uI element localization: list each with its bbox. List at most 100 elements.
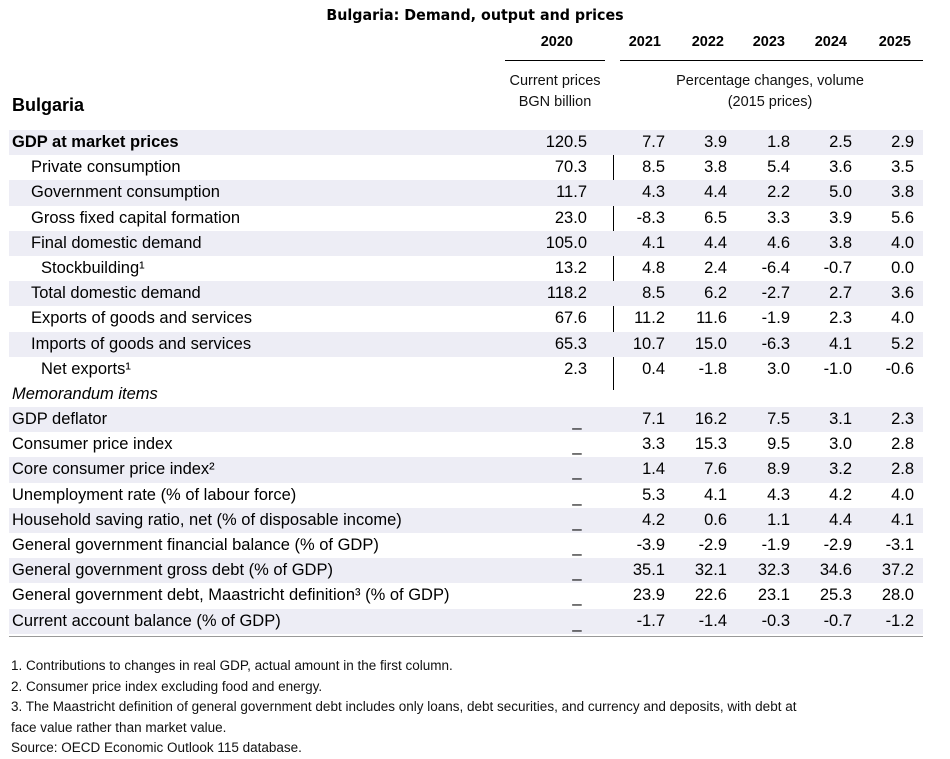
cell-2020: 70.3 — [554, 158, 587, 177]
table-row: Core consumer price index² _ 1.4 7.6 8.9 3.2 2… — [9, 457, 923, 483]
cell-2021: 4.8 — [642, 258, 665, 277]
cell-2021: 4.1 — [642, 233, 665, 252]
table-row: Unemployment rate (% of labour force) _ 5.… — [9, 483, 923, 508]
cell-2021: 8.5 — [642, 158, 665, 177]
cell-2024: 34.6 — [819, 561, 852, 580]
cell-2025: 3.6 — [891, 284, 914, 303]
cell-2023: 4.3 — [767, 485, 790, 504]
year-2021: 2021 — [628, 34, 661, 50]
cell-2024: -0.7 — [823, 611, 852, 630]
header-note-right-line1: Percentage changes, volume — [676, 73, 864, 89]
row-label: Memorandum items — [12, 384, 158, 403]
cell-2021: 8.5 — [642, 284, 665, 303]
cell-2025: 2.9 — [891, 133, 914, 151]
cell-2022: 4.4 — [704, 233, 727, 252]
row-label: GDP deflator — [12, 410, 108, 429]
cell-2023: 23.1 — [757, 586, 790, 605]
cell-2021: 7.7 — [642, 133, 665, 151]
cell-2023: 7.5 — [767, 410, 790, 429]
cell-2025: 4.1 — [891, 510, 914, 529]
header-note-left-line2: BGN billion — [518, 94, 592, 110]
cell-2023: 9.5 — [767, 435, 790, 454]
table-row: Stockbuilding¹ 13.2 4.8 2.4 -6.4 -0.7 0.0 — [9, 256, 923, 281]
cell-2024: 3.8 — [829, 233, 852, 252]
cell-2022: 0.6 — [704, 510, 727, 529]
table-row: Consumer price index _ 3.3 15.3 9.5 3.0 2.8 — [9, 432, 923, 457]
row-label: Unemployment rate (% of labour force) — [12, 485, 297, 504]
table-row: GDP deflator _ 7.1 16.2 7.5 3.1 2.3 — [9, 407, 923, 433]
cell-2023: 4.6 — [767, 233, 790, 252]
table-row: General government gross debt (% of GDP)… — [9, 558, 923, 584]
cell-2025: -3.1 — [885, 536, 914, 554]
row-label: Gross fixed capital formation — [31, 208, 241, 227]
row-label: Household saving ratio, net (% of dispos… — [12, 510, 402, 529]
cell-2020: 13.2 — [554, 258, 587, 277]
header-note-percentage-changes: Percentage changes, volume (2015 prices) — [660, 71, 880, 113]
cell-2021: 5.3 — [642, 485, 665, 504]
cell-2025: 2.8 — [891, 460, 914, 479]
footnote-3-cont: face value rather than market value. — [11, 719, 227, 735]
row-label: Imports of goods and services — [31, 334, 252, 353]
cell-2025: 4.0 — [891, 485, 914, 504]
table-bottom-rule — [9, 635, 923, 637]
cell-2020: 65.3 — [554, 334, 587, 353]
table-row: Private consumption 70.3 8.5 3.8 5.4 3.6 3.5 — [9, 155, 923, 180]
cell-2023: 32.3 — [757, 561, 790, 580]
footnote-1: 1. Contributions to changes in real GDP,… — [11, 658, 453, 673]
cell-2022: -1.8 — [698, 359, 727, 378]
cell-2025: 4.0 — [891, 233, 914, 252]
row-label: Current account balance (% of GDP) — [12, 611, 281, 630]
table-row: Memorandum items — [9, 382, 923, 407]
cell-2021: 10.7 — [632, 334, 665, 353]
cell-2021: 11.2 — [634, 309, 665, 328]
cell-2020: _ — [572, 538, 582, 556]
column-separator — [613, 130, 614, 390]
cell-2020: 118.2 — [546, 284, 587, 303]
cell-2020: 11.7 — [556, 183, 587, 202]
cell-2025: -1.2 — [885, 611, 914, 630]
cell-2020: _ — [572, 412, 582, 431]
cell-2025: 28.0 — [881, 586, 914, 605]
table-row: Net exports¹ 2.3 0.4 -1.8 3.0 -1.0 -0.6 — [9, 357, 923, 382]
row-label: Core consumer price index² — [12, 460, 215, 479]
cell-2024: 4.4 — [829, 510, 852, 529]
header-divider-left — [505, 60, 605, 61]
cell-2025: 37.2 — [881, 561, 914, 580]
cell-2021: -8.3 — [636, 208, 665, 227]
year-2024: 2024 — [814, 34, 847, 50]
cell-2023: 2.2 — [767, 183, 790, 202]
cell-2021: 7.1 — [642, 410, 665, 429]
cell-2022: 6.5 — [704, 208, 727, 227]
country-label: Bulgaria — [12, 95, 85, 115]
cell-2025: 3.8 — [891, 183, 914, 202]
footnote-2: 2. Consumer price index excluding food a… — [11, 678, 323, 694]
row-label: Exports of goods and services — [31, 309, 253, 328]
table-row: Total domestic demand 118.2 8.5 6.2 -2.7 2.7 3… — [9, 281, 923, 307]
cell-2022: 7.6 — [704, 460, 727, 479]
year-header-row: 2020 2021 2022 2023 2024 2025 — [0, 34, 950, 54]
cell-2025: 5.2 — [891, 334, 914, 353]
row-label: General government financial balance (% … — [12, 536, 379, 554]
row-label: Private consumption — [31, 158, 181, 177]
data-table: GDP at market prices 120.5 7.7 3.9 1.8 2.5 2.9… — [9, 130, 923, 637]
cell-2022: 22.6 — [694, 586, 727, 605]
cell-2023: -6.4 — [761, 258, 790, 277]
cell-2021: 23.9 — [632, 586, 665, 605]
cell-2022: 32.1 — [694, 561, 727, 580]
cell-2022: 4.1 — [704, 485, 727, 504]
row-label: Consumer price index — [12, 435, 173, 454]
cell-2021: 1.4 — [642, 460, 665, 479]
cell-2024: 3.2 — [829, 460, 852, 479]
cell-2020: 23.0 — [554, 208, 587, 227]
cell-2020: _ — [572, 588, 582, 607]
table-row: Government consumption 11.7 4.3 4.4 2.2 5.0 3.… — [9, 180, 923, 206]
cell-2024: 5.0 — [829, 183, 852, 202]
cell-2021: 4.3 — [642, 183, 665, 202]
header-note-current-prices: Current prices BGN billion — [495, 71, 615, 113]
cell-2023: 3.0 — [767, 359, 790, 378]
cell-2024: 4.1 — [829, 334, 852, 353]
cell-2021: -3.9 — [636, 536, 665, 554]
year-2023: 2023 — [752, 34, 785, 50]
cell-2024: -2.9 — [823, 536, 852, 554]
cell-2024: 4.2 — [829, 485, 852, 504]
